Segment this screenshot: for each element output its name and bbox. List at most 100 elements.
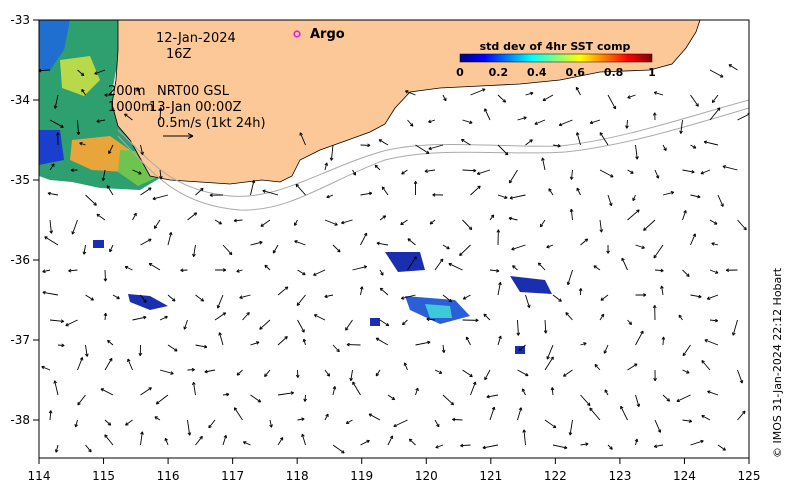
current-arrow-icon	[737, 112, 749, 121]
current-arrow-icon	[96, 119, 106, 123]
current-arrow-icon	[242, 441, 251, 446]
current-arrow-icon	[48, 410, 53, 421]
current-arrow-icon	[728, 64, 738, 71]
current-arrow-icon	[725, 268, 738, 273]
x-tick-label: 115	[92, 469, 115, 483]
current-arrow-icon	[578, 288, 583, 296]
current-arrow-icon	[104, 434, 114, 446]
current-arrow-icon	[497, 335, 502, 346]
current-arrow-icon	[108, 144, 114, 154]
current-arrow-icon	[604, 389, 609, 396]
current-arrow-icon	[546, 244, 554, 249]
current-arrow-icon	[195, 435, 203, 446]
colorbar-tick-label: 0	[456, 66, 464, 79]
current-arrow-icon	[74, 419, 78, 428]
current-arrow-icon	[236, 369, 243, 376]
current-arrow-icon	[525, 139, 533, 146]
current-arrow-icon	[690, 439, 704, 446]
current-arrow-icon	[635, 330, 644, 346]
current-arrow-icon	[332, 444, 345, 454]
current-arrow-icon	[580, 394, 591, 406]
current-arrow-icon	[216, 294, 224, 309]
current-arrow-icon	[393, 419, 408, 428]
current-arrow-icon	[167, 344, 178, 352]
current-arrow-icon	[442, 394, 454, 406]
current-arrow-icon	[49, 319, 65, 324]
current-arrow-icon	[324, 294, 334, 299]
current-arrow-icon	[297, 269, 306, 276]
current-arrow-icon	[303, 394, 307, 402]
current-arrow-icon	[576, 187, 581, 196]
current-arrow-icon	[690, 233, 697, 246]
current-arrow-icon	[368, 413, 381, 421]
current-arrow-icon	[124, 265, 133, 271]
sst-patch-small-3	[370, 318, 380, 326]
current-arrow-icon	[607, 444, 613, 450]
current-arrow-icon	[662, 191, 675, 196]
current-arrow-icon	[332, 344, 340, 353]
current-arrow-icon	[706, 294, 719, 300]
current-arrow-icon	[486, 394, 499, 399]
current-arrow-icon	[222, 434, 228, 446]
current-arrow-icon	[543, 319, 548, 334]
current-arrow-icon	[434, 369, 443, 374]
current-arrow-icon	[606, 244, 610, 254]
current-arrow-icon	[277, 286, 289, 296]
current-arrow-icon	[250, 341, 260, 346]
current-arrow-icon	[548, 188, 554, 196]
current-arrow-icon	[359, 286, 364, 296]
current-arrow-icon	[152, 194, 169, 201]
x-tick-label: 117	[221, 469, 244, 483]
current-arrow-icon	[541, 157, 546, 171]
current-arrow-icon	[127, 358, 133, 371]
product-label: NRT00 GSL	[157, 84, 230, 99]
current-arrow-icon	[326, 194, 334, 199]
current-arrow-icon	[104, 93, 114, 97]
colorbar-bar	[459, 53, 653, 63]
current-arrow-icon	[299, 132, 306, 146]
y-tick-label: -33	[10, 13, 30, 27]
current-arrow-icon	[682, 369, 690, 374]
current-arrow-icon	[415, 144, 430, 154]
current-arrow-icon	[460, 138, 471, 146]
current-arrow-icon	[341, 219, 353, 225]
current-arrow-icon	[53, 94, 59, 109]
current-arrow-icon	[104, 419, 112, 426]
current-arrow-icon	[594, 364, 601, 371]
current-arrow-icon	[259, 319, 271, 330]
current-arrow-icon	[180, 268, 188, 273]
current-arrow-icon	[204, 369, 216, 374]
x-tick-label: 121	[479, 469, 502, 483]
current-arrow-icon	[296, 294, 306, 306]
current-arrow-icon	[497, 282, 502, 296]
argo-marker-icon	[293, 30, 301, 38]
current-arrow-icon	[106, 185, 114, 196]
current-arrow-icon	[103, 312, 108, 321]
current-arrow-icon	[709, 69, 724, 78]
current-arrow-icon	[49, 163, 55, 171]
current-arrow-icon	[138, 344, 143, 356]
current-arrow-icon	[484, 369, 491, 381]
current-arrow-icon	[654, 169, 660, 179]
current-arrow-icon	[155, 394, 169, 405]
current-arrow-icon	[164, 437, 169, 446]
current-arrow-icon	[101, 169, 106, 181]
current-arrow-icon	[731, 319, 738, 336]
current-arrow-icon	[452, 417, 463, 422]
current-arrow-icon	[374, 164, 381, 171]
current-arrow-icon	[376, 241, 389, 246]
current-arrow-icon	[569, 169, 574, 180]
current-arrow-icon	[148, 263, 161, 271]
current-arrow-icon	[187, 212, 198, 221]
current-arrow-icon	[402, 319, 408, 326]
current-arrow-icon	[313, 269, 326, 276]
current-arrow-icon	[82, 244, 87, 255]
current-arrow-icon	[56, 132, 60, 146]
current-arrow-icon	[415, 340, 431, 346]
current-arrow-icon	[214, 268, 227, 272]
colorbar-ticks: 0 0.2 0.4 0.6 0.8 1	[456, 66, 656, 79]
current-arrow-icon	[294, 240, 306, 246]
sst-patch-northwest	[39, 20, 70, 72]
current-arrow-icon	[297, 319, 305, 333]
current-arrow-icon	[544, 356, 554, 371]
